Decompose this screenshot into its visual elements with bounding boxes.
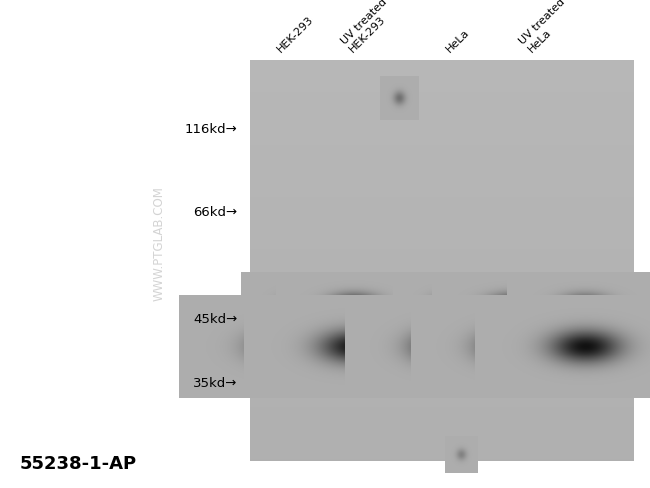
Text: 116kd→: 116kd→ [185,123,237,136]
Text: HEK-293: HEK-293 [276,15,316,55]
Text: 55238-1-AP: 55238-1-AP [20,455,136,473]
Text: 45kd→: 45kd→ [193,313,237,326]
Text: UV treated
HeLa: UV treated HeLa [518,0,575,55]
Text: HeLa: HeLa [445,27,472,55]
Text: 66kd→: 66kd→ [193,206,237,219]
Text: 35kd→: 35kd→ [193,377,237,389]
Text: WWW.PTGLAB.COM: WWW.PTGLAB.COM [153,186,166,302]
Text: UV treated
HEK-293: UV treated HEK-293 [339,0,396,55]
